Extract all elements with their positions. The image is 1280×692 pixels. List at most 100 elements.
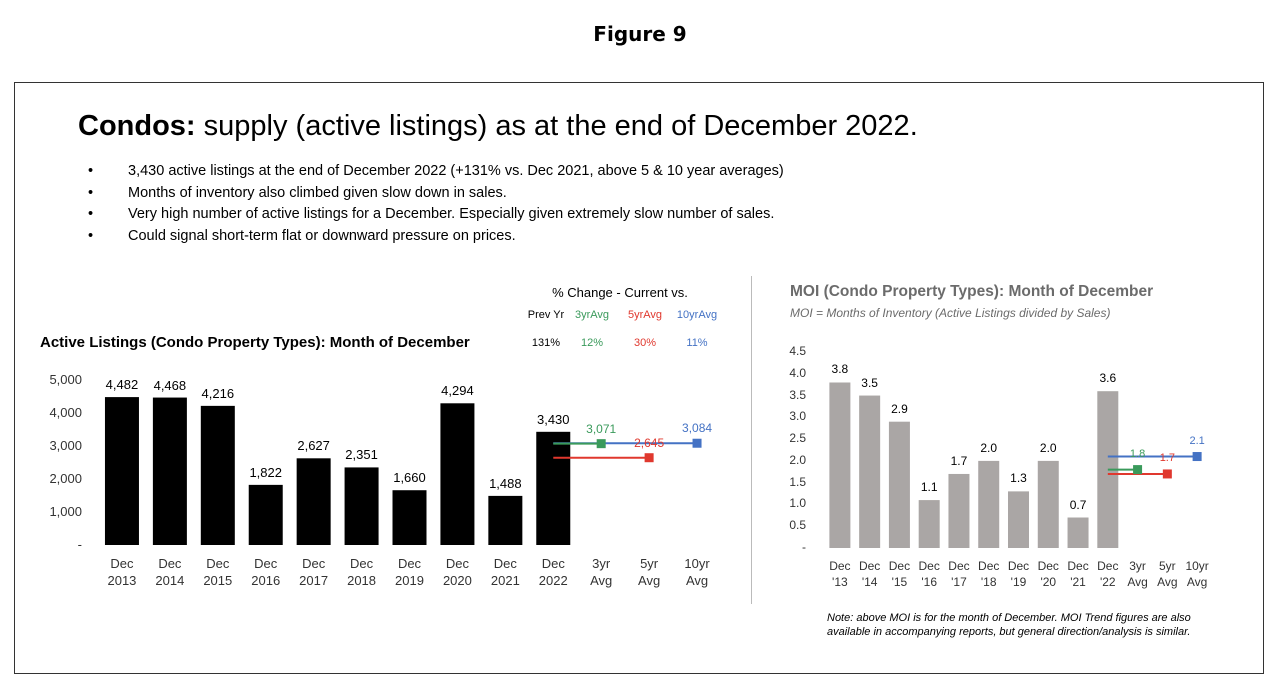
y-tick-label: 0.5 <box>789 518 806 533</box>
x-tick-label: Dec '20 <box>1037 559 1059 589</box>
y-tick-label: 4.5 <box>789 344 806 358</box>
y-tick-label: 1.5 <box>789 474 806 489</box>
bar <box>344 467 379 545</box>
average-marker <box>644 453 654 463</box>
chart-subtitle: MOI = Months of Inventory (Active Listin… <box>790 306 1111 320</box>
average-label: 2.1 <box>1189 434 1205 447</box>
average-marker <box>692 438 702 448</box>
title-rest: supply (active listings) as at the end o… <box>195 110 918 142</box>
bar <box>488 495 523 545</box>
x-tick-label: Dec '22 <box>1097 559 1119 589</box>
data-label: 1,488 <box>489 475 522 491</box>
y-tick-label: - <box>77 537 82 552</box>
data-label: 2,627 <box>297 438 330 454</box>
data-label: 1.3 <box>1010 471 1027 486</box>
x-tick-label: Dec 2017 <box>299 556 329 588</box>
bar <box>152 397 187 545</box>
y-tick-label: 2.5 <box>789 431 806 446</box>
bullet-text: Could signal short-term flat or downward… <box>128 227 516 244</box>
average-label: 1.7 <box>1159 451 1175 464</box>
bar <box>296 458 331 545</box>
bullet-text: Very high number of active listings for … <box>128 206 775 222</box>
average-label: 1.8 <box>1129 447 1146 460</box>
average-marker <box>1133 465 1143 475</box>
bar <box>440 403 475 545</box>
x-tick-label: Dec 2020 <box>442 556 472 588</box>
data-label: 4,482 <box>105 377 139 393</box>
data-label: 4,468 <box>153 377 187 393</box>
data-label: 3,430 <box>536 411 570 427</box>
x-tick-label: 5yr Avg <box>1157 559 1178 589</box>
x-tick-label: Dec 2016 <box>251 556 281 588</box>
x-tick-label: 10yr Avg <box>684 556 710 588</box>
table-value: 131% <box>531 337 561 349</box>
bar <box>948 473 970 548</box>
x-tick-label: Dec 2014 <box>155 556 185 588</box>
y-tick-label: 2.0 <box>789 452 806 467</box>
data-label: 4,216 <box>201 385 235 401</box>
bar <box>392 490 427 545</box>
bar <box>859 395 881 548</box>
bar <box>888 421 910 548</box>
data-label: 1.1 <box>920 480 938 495</box>
data-label: 3.5 <box>861 375 878 390</box>
x-tick-label: Dec 2022 <box>538 556 568 588</box>
x-tick-label: Dec 2021 <box>490 556 520 588</box>
bar <box>536 431 571 545</box>
y-tick-label: 5,000 <box>49 372 82 387</box>
data-label: 3.8 <box>831 362 849 377</box>
slide-frame <box>14 82 1264 674</box>
bullet: • 3,430 active listings at the end of Dec… <box>88 163 784 179</box>
data-label: 2,351 <box>345 447 378 463</box>
data-label: 2.0 <box>980 440 998 455</box>
bar <box>829 382 851 548</box>
table-title: % Change - Current vs. <box>552 285 688 300</box>
bullet: • Very high number of active listings for… <box>88 206 774 222</box>
data-label: 1,660 <box>393 470 426 486</box>
x-tick-label: Dec '18 <box>978 559 1000 589</box>
x-tick-label: Dec '21 <box>1067 559 1089 589</box>
y-tick-label: 2,000 <box>49 471 82 486</box>
bullet-dot: • <box>88 184 94 201</box>
x-tick-label: 5yr Avg <box>638 556 661 588</box>
x-tick-label: 3yr Avg <box>1127 559 1148 589</box>
bullet-text: 3,430 active listings at the end of Dece… <box>128 163 784 179</box>
bullet: • Months of inventory also climbed given … <box>88 184 507 201</box>
data-label: 4,294 <box>441 383 474 399</box>
y-tick-label: 3,000 <box>49 438 82 453</box>
bullet: • Could signal short-term flat or downwar… <box>88 228 516 244</box>
bar <box>918 500 940 548</box>
x-tick-label: Dec '15 <box>888 559 911 589</box>
bar <box>1067 517 1089 548</box>
x-tick-label: Dec '19 <box>1007 559 1030 589</box>
bullet-dot: • <box>88 206 94 222</box>
table-value: 11% <box>686 337 708 349</box>
bar <box>1037 460 1059 548</box>
table-value: 12% <box>580 337 604 349</box>
x-tick-label: Dec 2018 <box>347 556 377 588</box>
table-header: 5yrAvg <box>627 309 663 321</box>
x-tick-label: Dec 2013 <box>107 556 137 588</box>
y-tick-label: 1.0 <box>789 496 806 511</box>
chart-title: Active Listings (Condo Property Types): … <box>40 334 470 351</box>
average-label: 3,084 <box>682 421 713 436</box>
x-tick-label: Dec '14 <box>858 559 881 589</box>
data-label: 2.9 <box>891 401 908 416</box>
title-bold: Condos: <box>78 110 196 142</box>
x-tick-label: Dec 2015 <box>203 556 233 588</box>
average-label: 2,645 <box>634 435 665 450</box>
bar <box>1008 491 1029 548</box>
bar <box>200 405 235 545</box>
slide-title: Condos: supply (active listings) as at t… <box>78 110 918 143</box>
average-marker <box>1192 452 1202 462</box>
divider <box>751 276 752 604</box>
x-tick-label: 10yr Avg <box>1185 559 1209 589</box>
y-tick-label: 3.5 <box>789 387 806 402</box>
bar <box>978 460 1000 548</box>
table-header: Prev Yr <box>527 309 565 321</box>
x-tick-label: Dec '13 <box>829 559 851 589</box>
x-tick-label: Dec '17 <box>948 559 970 589</box>
y-tick-label: 4.0 <box>789 365 806 380</box>
